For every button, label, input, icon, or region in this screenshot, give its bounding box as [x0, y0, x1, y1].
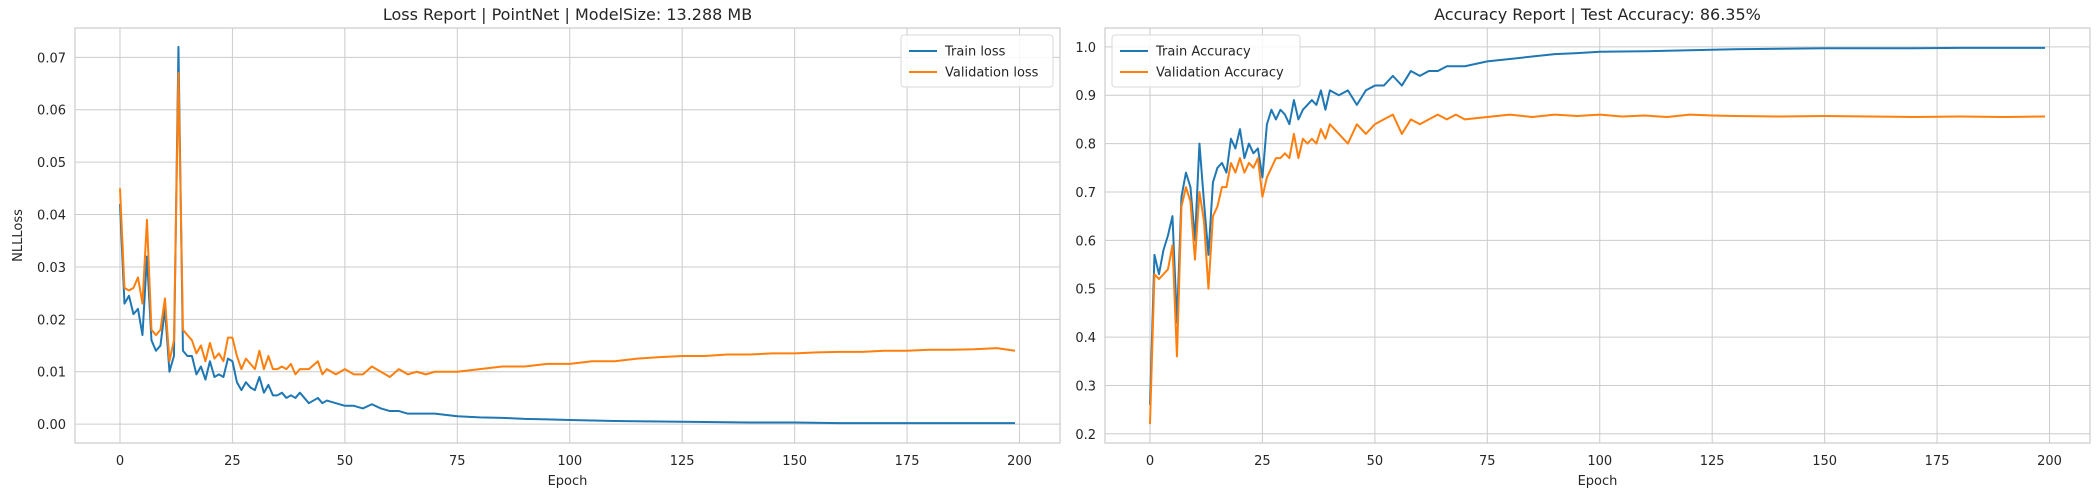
legend: Train Accuracy Validation Accuracy: [1111, 34, 1301, 88]
x-tick-label: 200: [1007, 454, 1032, 469]
y-tick-label: 0.04: [37, 209, 66, 224]
chart-loss: 0 25 50 75 100 125 150 175 200 0.00 0.01 0.02 0.03 0.…: [11, 5, 1061, 489]
x-tick-label: 150: [1812, 454, 1837, 469]
legend-box: [900, 34, 1054, 88]
legend-label-validation: Validation Accuracy: [1156, 66, 1284, 81]
x-tick-label: 0: [116, 454, 124, 469]
y-tick-label: 0.2: [1075, 428, 1096, 443]
plot-frame: [1104, 27, 2091, 444]
x-tick-label: 100: [557, 454, 582, 469]
series-line-train: [118, 45, 1016, 425]
y-axis-label: NLLLoss: [11, 209, 26, 262]
x-tick-label: 150: [782, 454, 807, 469]
y-tick-label: 0.3: [1075, 379, 1096, 394]
y-tick-label: 0.00: [37, 418, 66, 433]
y-tick-label: 0.6: [1075, 234, 1096, 249]
chart-title: Loss Report | PointNet | ModelSize: 13.2…: [383, 5, 752, 24]
y-tick-label: 0.07: [37, 51, 66, 66]
series-line-validation: [118, 72, 1016, 378]
plot-area: [75, 28, 1060, 443]
x-tick-label: 25: [1254, 454, 1271, 469]
x-tick-label: 50: [1367, 454, 1384, 469]
x-tick-label: 200: [2037, 454, 2062, 469]
y-tick-label: 0.9: [1075, 89, 1096, 104]
x-tick-label: 25: [224, 454, 241, 469]
x-tick-label: 75: [449, 454, 466, 469]
x-axis-label: Epoch: [1578, 474, 1618, 489]
series-line-validation: [1148, 113, 2046, 425]
y-tick-label: 0.5: [1075, 283, 1096, 298]
y-tick-label: 0.02: [37, 313, 66, 328]
x-axis-label: Epoch: [548, 474, 588, 489]
x-tick-label: 50: [337, 454, 354, 469]
plot-frame: [74, 27, 1061, 444]
x-tick-label: 0: [1146, 454, 1154, 469]
legend-box: [1111, 34, 1301, 88]
plot-area: [1105, 28, 2090, 443]
x-tick-label: 175: [895, 454, 920, 469]
x-tick-label: 100: [1587, 454, 1612, 469]
legend-label-train: Train loss: [944, 45, 1006, 60]
y-tick-label: 0.06: [37, 104, 66, 119]
y-tick-label: 0.05: [37, 156, 66, 171]
x-tick-label: 125: [670, 454, 695, 469]
legend-label-validation: Validation loss: [945, 66, 1039, 81]
chart-title: Accuracy Report | Test Accuracy: 86.35%: [1434, 5, 1761, 24]
x-tick-label: 125: [1700, 454, 1725, 469]
y-tick-label: 0.01: [37, 366, 66, 381]
x-tick-label: 175: [1925, 454, 1950, 469]
series-line-train: [1148, 46, 2046, 405]
y-tick-label: 0.4: [1075, 331, 1096, 346]
chart-accuracy: 0 25 50 75 100 125 150 175 200 0.2 0.3 0.4 0.5 0.6 0.7…: [1075, 5, 2091, 489]
legend: Train loss Validation loss: [900, 34, 1054, 88]
y-tick-label: 0.7: [1075, 186, 1096, 201]
y-tick-label: 1.0: [1075, 41, 1096, 56]
y-tick-label: 0.03: [37, 261, 66, 276]
legend-label-train: Train Accuracy: [1155, 45, 1251, 60]
x-tick-label: 75: [1479, 454, 1496, 469]
y-tick-label: 0.8: [1075, 138, 1096, 153]
